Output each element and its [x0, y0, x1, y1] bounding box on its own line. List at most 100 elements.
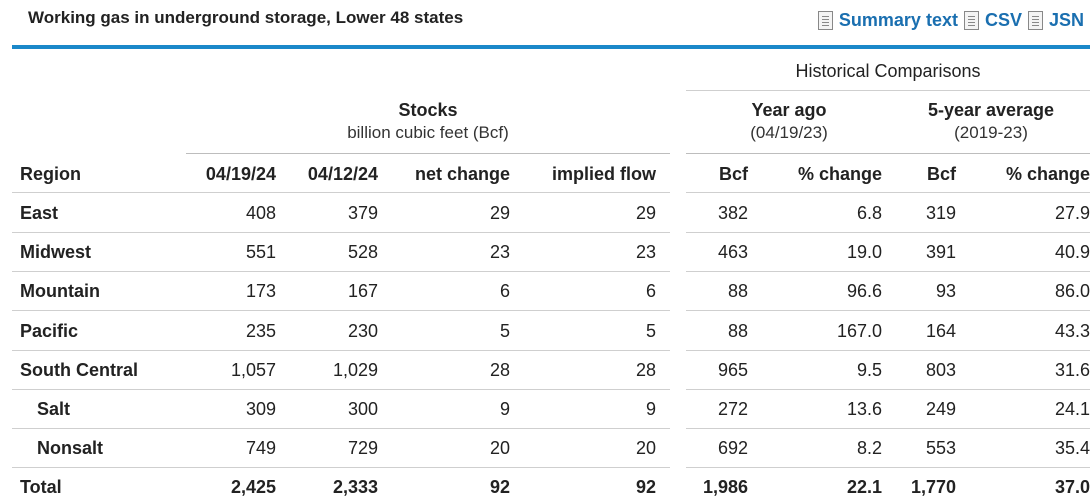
row-divider — [12, 428, 670, 429]
region-cell: East — [20, 203, 59, 223]
implied-flow-cell: 6 — [645, 281, 656, 301]
historical-header-line — [686, 153, 1090, 154]
col-header-year-ago-bcf: Bcf — [718, 164, 748, 184]
current-week-cell: 2,425 — [230, 477, 276, 497]
year-ago-pct-cell: 6.8 — [856, 203, 882, 223]
row-divider — [686, 271, 1090, 272]
year-ago-bcf-cell: 463 — [717, 242, 748, 262]
prior-week-cell: 528 — [347, 242, 378, 262]
five-year-bcf-cell: 803 — [925, 360, 956, 380]
five-year-bcf-cell: 93 — [935, 281, 956, 301]
row-divider — [686, 428, 1090, 429]
implied-flow-cell: 23 — [635, 242, 656, 262]
col-header-net-change: net change — [414, 164, 510, 184]
five-year-pct-cell: 27.9 — [1054, 203, 1090, 223]
net-change-cell: 29 — [489, 203, 510, 223]
net-change-cell: 28 — [489, 360, 510, 380]
year-ago-bcf-cell: 1,986 — [702, 477, 748, 497]
row-divider — [686, 310, 1090, 311]
region-cell: Salt — [37, 399, 71, 419]
col-header-implied-flow: implied flow — [551, 164, 656, 184]
document-icon — [817, 11, 833, 30]
row-divider — [686, 467, 1090, 468]
summary-text-label: Summary text — [838, 10, 958, 30]
prior-week-cell: 230 — [347, 321, 378, 341]
prior-week-cell: 2,333 — [332, 477, 378, 497]
row-divider — [12, 232, 670, 233]
year-ago-header: Year ago — [751, 100, 827, 120]
five-year-pct-cell: 24.1 — [1054, 399, 1090, 419]
year-ago-pct-cell: 167.0 — [836, 321, 882, 341]
year-ago-pct-cell: 8.2 — [856, 438, 882, 458]
five-year-range: (2019-23) — [954, 123, 1028, 142]
stocks-unit: billion cubic feet (Bcf) — [347, 123, 509, 142]
prior-week-cell: 379 — [347, 203, 378, 223]
current-week-cell: 235 — [245, 321, 276, 341]
year-ago-pct-cell: 22.1 — [846, 477, 882, 497]
five-year-pct-cell: 37.0 — [1054, 477, 1090, 497]
prior-week-cell: 729 — [347, 438, 378, 458]
five-year-pct-cell: 43.3 — [1054, 321, 1090, 341]
current-week-cell: 551 — [245, 242, 276, 262]
five-year-header: 5-year average — [927, 100, 1055, 120]
region-cell: Mountain — [20, 281, 100, 301]
col-header-year-ago-pct: % change — [797, 164, 882, 184]
prior-week-cell: 300 — [347, 399, 378, 419]
csv-link[interactable]: CSV — [963, 10, 1022, 31]
five-year-bcf-cell: 164 — [925, 321, 956, 341]
year-ago-bcf-cell: 965 — [717, 360, 748, 380]
net-change-cell: 92 — [489, 477, 510, 497]
net-change-cell: 5 — [499, 321, 510, 341]
five-year-bcf-cell: 319 — [925, 203, 956, 223]
region-cell: South Central — [20, 360, 139, 380]
col-header-current-week: 04/19/24 — [205, 164, 276, 184]
five-year-bcf-cell: 1,770 — [910, 477, 956, 497]
five-year-pct-cell: 86.0 — [1054, 281, 1090, 301]
year-ago-bcf-cell: 692 — [717, 438, 748, 458]
json-link[interactable]: JSN — [1027, 10, 1084, 31]
net-change-cell: 23 — [489, 242, 510, 262]
header-row-line-right — [686, 192, 1090, 193]
net-change-cell: 6 — [499, 281, 510, 301]
prior-week-cell: 167 — [347, 281, 378, 301]
stocks-header-line — [186, 153, 670, 154]
historical-comparisons-header: Historical Comparisons — [795, 61, 981, 81]
year-ago-pct-cell: 19.0 — [846, 242, 882, 262]
region-cell: Total — [20, 477, 62, 497]
current-week-cell: 1,057 — [230, 360, 276, 380]
json-label: JSN — [1048, 10, 1084, 30]
region-cell: Pacific — [20, 321, 79, 341]
year-ago-bcf-cell: 88 — [727, 281, 748, 301]
summary-text-link[interactable]: Summary text — [817, 10, 958, 31]
col-header-five-year-bcf: Bcf — [926, 164, 956, 184]
year-ago-date: (04/19/23) — [750, 123, 828, 142]
region-cell: Nonsalt — [37, 438, 104, 458]
row-divider — [12, 389, 670, 390]
row-divider — [12, 350, 670, 351]
year-ago-pct-cell: 96.6 — [846, 281, 882, 301]
col-header-region: Region — [20, 164, 81, 184]
implied-flow-cell: 29 — [635, 203, 656, 223]
five-year-pct-cell: 40.9 — [1054, 242, 1090, 262]
header-row-line-left — [12, 192, 670, 193]
year-ago-bcf-cell: 382 — [717, 203, 748, 223]
row-divider — [686, 350, 1090, 351]
current-week-cell: 749 — [245, 438, 276, 458]
implied-flow-cell: 5 — [645, 321, 656, 341]
row-divider — [12, 467, 670, 468]
document-icon — [1027, 11, 1043, 30]
title-divider — [12, 45, 1090, 49]
year-ago-bcf-cell: 272 — [717, 399, 748, 419]
implied-flow-cell: 28 — [635, 360, 656, 380]
current-week-cell: 173 — [245, 281, 276, 301]
stocks-header: Stocks — [398, 100, 458, 120]
year-ago-pct-cell: 9.5 — [856, 360, 882, 380]
five-year-bcf-cell: 249 — [925, 399, 956, 419]
historical-divider — [686, 90, 1090, 91]
current-week-cell: 309 — [245, 399, 276, 419]
net-change-cell: 9 — [499, 399, 510, 419]
document-icon — [963, 11, 979, 30]
csv-label: CSV — [984, 10, 1022, 30]
region-cell: Midwest — [20, 242, 92, 262]
prior-week-cell: 1,029 — [332, 360, 378, 380]
